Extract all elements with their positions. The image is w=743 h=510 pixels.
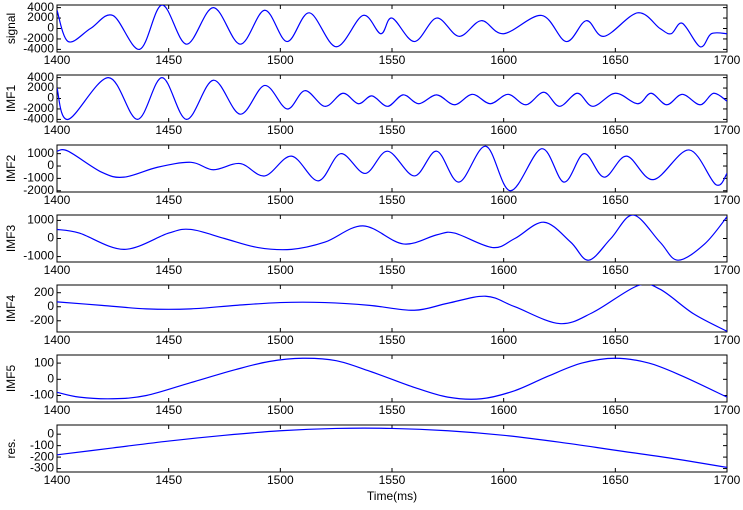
y-axis-label: IMF5 [4, 365, 18, 393]
y-tick-label: 0 [47, 231, 54, 245]
signal-line [57, 357, 727, 400]
x-tick-label: 1650 [602, 263, 629, 277]
y-tick-label: 1000 [27, 146, 54, 160]
x-tick-label: 1700 [714, 403, 741, 417]
x-tick-label: 1400 [44, 263, 71, 277]
y-axis-label: IMF1 [4, 85, 18, 113]
x-tick-label: 1600 [490, 193, 517, 207]
x-tick-label: 1550 [379, 123, 406, 137]
x-tick-label: 1400 [44, 473, 71, 487]
x-tick-label: 1700 [714, 193, 741, 207]
signal-line [57, 285, 727, 332]
y-tick-label: 4000 [27, 70, 54, 84]
y-axis-label: res. [4, 438, 18, 458]
y-tick-label: 4000 [27, 0, 54, 14]
x-tick-label: 1450 [155, 403, 182, 417]
x-axis-label: Time(ms) [367, 489, 417, 503]
x-tick-label: 1650 [602, 123, 629, 137]
x-tick-label: 1500 [267, 473, 294, 487]
y-tick-label: 0 [47, 91, 54, 105]
x-tick-label: 1700 [714, 473, 741, 487]
y-axis-label: IMF2 [4, 155, 18, 183]
axes-box [56, 214, 728, 263]
y-axis-label: IMF3 [4, 225, 18, 253]
x-tick-label: 1550 [379, 333, 406, 347]
x-tick-label: 1600 [490, 263, 517, 277]
x-tick-label: 1400 [44, 403, 71, 417]
x-tick-label: 1400 [44, 333, 71, 347]
x-tick-label: 1450 [155, 123, 182, 137]
x-tick-label: 1650 [602, 193, 629, 207]
y-tick-label: 200 [34, 285, 54, 299]
x-tick-label: 1450 [155, 193, 182, 207]
x-tick-label: 1450 [155, 333, 182, 347]
y-axis-label: IMF4 [4, 295, 18, 323]
x-tick-label: 1650 [602, 53, 629, 67]
x-tick-label: 1700 [714, 263, 741, 277]
y-tick-label: -100 [30, 438, 54, 452]
y-tick-label: -100 [30, 388, 54, 402]
y-tick-label: -4000 [23, 112, 54, 126]
x-tick-label: 1600 [490, 403, 517, 417]
y-tick-label: -300 [30, 461, 54, 475]
y-tick-label: 0 [47, 426, 54, 440]
x-tick-label: 1550 [379, 473, 406, 487]
x-tick-label: 1400 [44, 53, 71, 67]
x-tick-label: 1400 [44, 123, 71, 137]
signal-line [57, 427, 727, 469]
x-tick-label: 1450 [155, 53, 182, 67]
axes-box [56, 144, 728, 193]
signal-line [57, 77, 727, 120]
x-tick-label: 1450 [155, 473, 182, 487]
x-tick-label: 1500 [267, 53, 294, 67]
y-tick-label: 1000 [27, 213, 54, 227]
y-tick-label: 100 [34, 355, 54, 369]
axes-box [56, 74, 728, 123]
x-tick-label: 1600 [490, 123, 517, 137]
x-tick-label: 1500 [267, 123, 294, 137]
y-tick-label: 0 [47, 371, 54, 385]
signal-line [57, 145, 727, 192]
x-tick-label: 1550 [379, 53, 406, 67]
y-axis-label: signal [4, 13, 18, 44]
x-tick-label: 1550 [379, 193, 406, 207]
x-tick-label: 1550 [379, 263, 406, 277]
x-tick-label: 1650 [602, 473, 629, 487]
x-tick-label: 1500 [267, 403, 294, 417]
y-tick-label: -2000 [23, 183, 54, 197]
y-tick-label: 2000 [27, 80, 54, 94]
x-tick-label: 1400 [44, 193, 71, 207]
x-tick-label: 1600 [490, 473, 517, 487]
axes-box [56, 424, 728, 473]
axes-box [56, 4, 728, 53]
y-tick-label: 0 [47, 158, 54, 172]
x-tick-label: 1700 [714, 53, 741, 67]
y-tick-label: 0 [47, 21, 54, 35]
y-tick-label: -200 [30, 313, 54, 327]
x-tick-label: 1550 [379, 403, 406, 417]
x-tick-label: 1500 [267, 333, 294, 347]
y-tick-label: -1000 [23, 171, 54, 185]
x-tick-label: 1700 [714, 123, 741, 137]
x-tick-label: 1650 [602, 403, 629, 417]
x-tick-label: 1600 [490, 333, 517, 347]
y-tick-label: -1000 [23, 249, 54, 263]
y-tick-label: -2000 [23, 101, 54, 115]
y-tick-label: 0 [47, 299, 54, 313]
signal-line [57, 5, 727, 50]
y-tick-label: -2000 [23, 31, 54, 45]
x-tick-label: 1700 [714, 333, 741, 347]
y-tick-label: 2000 [27, 10, 54, 24]
y-tick-label: -4000 [23, 42, 54, 56]
x-tick-label: 1500 [267, 193, 294, 207]
y-tick-label: -200 [30, 449, 54, 463]
x-tick-label: 1600 [490, 53, 517, 67]
signal-line [57, 215, 727, 261]
x-tick-label: 1450 [155, 263, 182, 277]
x-tick-label: 1500 [267, 263, 294, 277]
axes-box [56, 354, 728, 403]
x-tick-label: 1650 [602, 333, 629, 347]
